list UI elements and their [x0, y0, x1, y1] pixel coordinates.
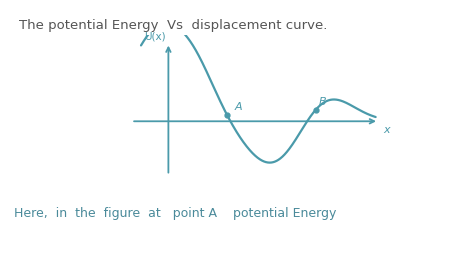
Text: U(x): U(x) [144, 31, 166, 41]
Text: Here,  in  the  figure  at   point A    potential Energy: Here, in the figure at point A potential… [14, 207, 337, 221]
Text: The potential Energy  Vs  displacement curve.: The potential Energy Vs displacement cur… [19, 19, 328, 32]
Text: A: A [235, 102, 243, 112]
Text: B: B [319, 97, 327, 107]
Text: x: x [383, 125, 390, 135]
